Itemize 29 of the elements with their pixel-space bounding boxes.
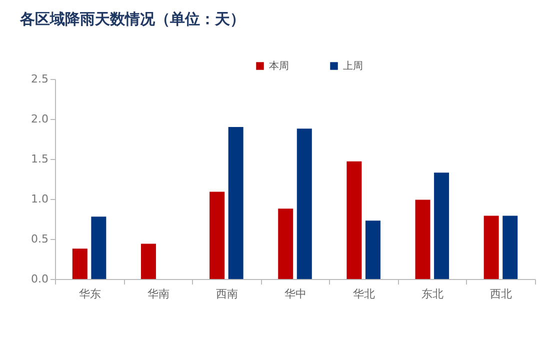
bar [502,216,518,279]
bar [365,220,380,279]
legend-label: 上周 [343,60,363,72]
bar [228,127,244,279]
x-tick-label: 西南 [216,288,238,300]
y-tick-label: 2.0 [31,112,48,126]
y-tick-label: 0.0 [31,272,48,286]
bar [346,161,362,279]
bar [484,216,499,279]
x-tick-label: 华中 [284,288,306,300]
bar [415,200,430,279]
x-tick-label: 东北 [422,288,444,300]
y-tick-label: 1.5 [31,152,48,166]
chart-title: 各区域降雨天数情况（单位：天） [19,10,245,28]
bar [91,216,106,279]
x-tick-label: 华东 [78,288,101,300]
bar [296,128,312,279]
y-tick-label: 0.5 [31,232,48,246]
bar [210,192,225,279]
bar [72,248,88,279]
bar [278,208,294,279]
legend-label: 本周 [269,60,289,72]
x-tick-label: 华北 [353,288,376,300]
bar [434,172,450,279]
x-tick-label: 华南 [147,288,170,300]
y-tick-label: 1.0 [31,192,48,206]
x-tick-label: 西北 [490,288,512,300]
bar [140,244,156,279]
y-tick-label: 2.5 [31,72,48,86]
